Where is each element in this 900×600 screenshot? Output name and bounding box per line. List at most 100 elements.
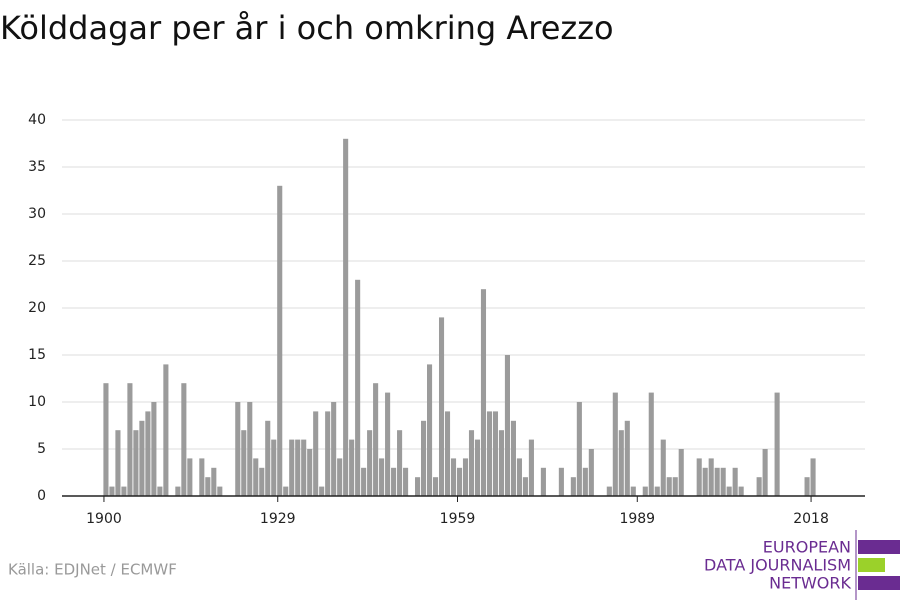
bar (247, 402, 253, 496)
y-tick-label: 35 (28, 159, 46, 175)
bar (624, 420, 630, 496)
bar (804, 477, 810, 496)
bar (205, 477, 211, 496)
bar (313, 411, 319, 496)
bar (109, 486, 115, 496)
bar (504, 355, 510, 496)
bar (678, 449, 684, 496)
y-tick-label: 15 (28, 347, 46, 363)
bar (486, 411, 493, 496)
bar (810, 458, 816, 496)
bar (438, 317, 445, 496)
bar (720, 467, 726, 496)
logo-bar (858, 558, 885, 572)
bar (211, 467, 217, 496)
y-tick-label: 40 (28, 112, 46, 128)
bar (618, 430, 624, 496)
y-tick-label: 20 (28, 300, 46, 316)
bar (474, 439, 481, 496)
x-tick-label: 1929 (260, 511, 296, 527)
logo-bar (858, 576, 900, 590)
bar (397, 430, 403, 496)
bar (726, 486, 732, 496)
bar (492, 411, 499, 496)
bar (432, 477, 439, 496)
bar (361, 467, 367, 496)
bar (121, 486, 127, 496)
bar (235, 402, 241, 496)
logo-text: EUROPEAN (763, 538, 851, 557)
bar (271, 439, 277, 496)
bar (708, 458, 714, 496)
bar (319, 486, 325, 496)
bar (253, 458, 259, 496)
bar (540, 467, 546, 496)
bar (241, 430, 247, 496)
bar (349, 439, 355, 496)
bar (444, 411, 451, 496)
bar (343, 138, 349, 497)
bar (391, 467, 397, 496)
logo-text: DATA JOURNALISM (704, 556, 851, 575)
bar (373, 383, 379, 496)
bar (217, 486, 223, 496)
bar (283, 486, 289, 496)
y-tick-label: 25 (28, 253, 46, 269)
bar (301, 439, 307, 496)
bar (666, 477, 672, 496)
bar (762, 449, 768, 496)
bar (570, 477, 576, 496)
bar (151, 402, 157, 496)
bar (654, 486, 660, 496)
bar (145, 411, 151, 496)
bar (456, 467, 463, 496)
bar (660, 439, 666, 496)
bar (714, 467, 720, 496)
bar (732, 467, 738, 496)
bar (385, 392, 391, 496)
bar (415, 477, 421, 496)
bar (187, 458, 193, 496)
bar (756, 477, 762, 496)
bar (558, 467, 564, 496)
bar (133, 430, 139, 496)
bar (516, 458, 522, 496)
y-tick-label: 0 (37, 488, 46, 504)
bar (421, 420, 427, 496)
bar (576, 402, 582, 496)
bar (355, 279, 361, 496)
bar (181, 383, 187, 496)
bar (331, 402, 337, 496)
bar (588, 449, 594, 496)
y-tick-label: 30 (28, 206, 46, 222)
bar (163, 364, 169, 496)
bar (672, 477, 678, 496)
bar (480, 289, 487, 496)
bar (115, 430, 121, 496)
bar (606, 486, 612, 496)
bar (127, 383, 133, 496)
logo: EUROPEAN DATA JOURNALISM NETWORK (704, 530, 900, 600)
bar (630, 486, 636, 496)
bar (426, 364, 433, 496)
x-tick-label: 1989 (619, 511, 655, 527)
logo-text: NETWORK (769, 574, 851, 593)
bar (522, 477, 528, 496)
bar (265, 420, 271, 496)
bar (642, 486, 648, 496)
logo-bar (858, 540, 900, 554)
bar (199, 458, 205, 496)
source: Källa: EDJNet / ECMWF (8, 561, 177, 579)
bar (103, 383, 109, 496)
bar (702, 467, 708, 496)
bar (175, 486, 181, 496)
bar (462, 458, 469, 496)
bar (528, 439, 534, 496)
bar (450, 458, 457, 496)
bar (379, 458, 385, 496)
bar (498, 430, 505, 496)
bar (367, 430, 373, 496)
bar (648, 392, 654, 496)
bar (157, 486, 163, 496)
